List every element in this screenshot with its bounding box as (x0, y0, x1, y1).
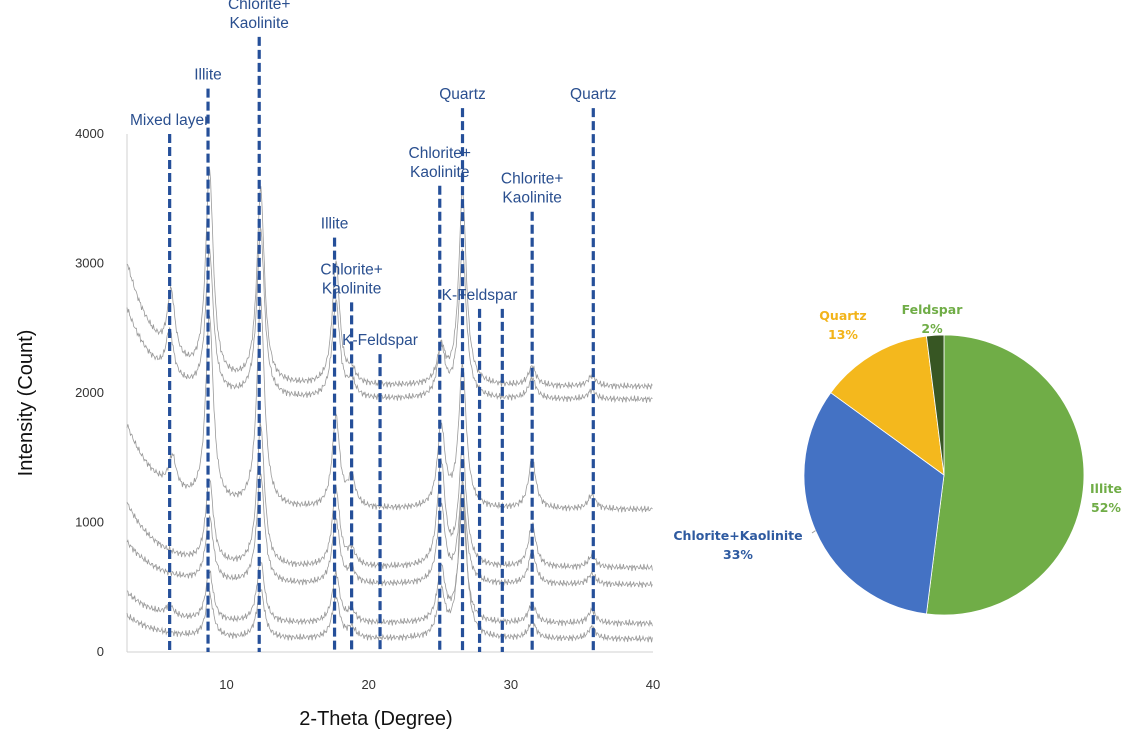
pie-slice-illite (926, 334, 1085, 616)
xrd-trace (126, 297, 653, 514)
pie-label-name: Quartz (819, 308, 866, 323)
pie-leader-line (811, 530, 816, 534)
xrd-trace (126, 227, 653, 404)
pie-slice-feldspar (926, 334, 945, 476)
pie-label-value: 13% (828, 327, 858, 342)
xrd-trace (126, 480, 653, 643)
pie-slices (803, 334, 1085, 616)
peak-markers (168, 36, 595, 652)
pie-label-name: Illite (1090, 481, 1122, 496)
peak-label: Chlorite+ (501, 171, 563, 188)
xrd-trace (126, 167, 653, 390)
xrd-traces (126, 167, 653, 643)
peak-label: Mixed layer (130, 112, 209, 129)
pie-label-name: Chlorite+Kaolinite (673, 528, 802, 543)
peak-label: Kaolinite (322, 280, 381, 297)
y-tick-label: 3000 (75, 256, 104, 271)
xrd-trace (126, 422, 653, 572)
peak-label: Kaolinite (502, 190, 561, 207)
peak-label: Quartz (570, 86, 617, 103)
peak-label: Illite (194, 67, 222, 84)
y-ticks: 0 1000 2000 3000 4000 (75, 126, 104, 659)
peak-labels: Mixed layer Illite Chlorite+ Kaolinite Illit… (130, 0, 617, 349)
peak-label: Quartz (439, 86, 486, 103)
peak-label: Chlorite+ (228, 0, 290, 13)
y-tick-label: 2000 (75, 385, 104, 400)
xrd-trace (126, 473, 653, 588)
pie-label-value: 33% (723, 547, 753, 562)
y-tick-label: 4000 (75, 126, 104, 141)
mineral-pie-chart: Illite 52% Chlorite+Kaolinite 33% Quartz 13% F… (673, 302, 1122, 616)
pie-label-value: 52% (1091, 500, 1121, 515)
xrd-chart: 0 1000 2000 3000 4000 10 20 30 40 Mixed layer Il… (15, 0, 660, 730)
x-tick-label: 30 (504, 677, 518, 692)
peak-label: K-Feldspar (342, 332, 418, 349)
pie-slice-chlorite-kaolinite (803, 392, 945, 615)
peak-label: Illite (321, 216, 349, 233)
peak-label: Chlorite+ (320, 261, 382, 278)
x-axis-title: 2-Theta (Degree) (299, 708, 452, 730)
peak-label: Kaolinite (229, 15, 288, 32)
pie-labels: Illite 52% Chlorite+Kaolinite 33% Quartz 13% F… (673, 302, 1122, 562)
x-tick-label: 40 (646, 677, 660, 692)
y-tick-label: 0 (97, 644, 104, 659)
peak-label: K-Feldspar (442, 287, 518, 304)
peak-label: Kaolinite (410, 164, 469, 181)
y-tick-label: 1000 (75, 515, 104, 530)
peak-label: Chlorite+ (409, 145, 471, 162)
pie-slice-quartz (830, 335, 945, 476)
xrd-trace (126, 503, 653, 627)
pie-label-name: Feldspar (902, 302, 964, 317)
x-tick-label: 10 (219, 677, 233, 692)
x-tick-label: 20 (361, 677, 375, 692)
pie-label-value: 2% (921, 321, 943, 336)
x-ticks: 10 20 30 40 (219, 677, 660, 692)
y-axis-title: Intensity (Count) (15, 330, 37, 477)
